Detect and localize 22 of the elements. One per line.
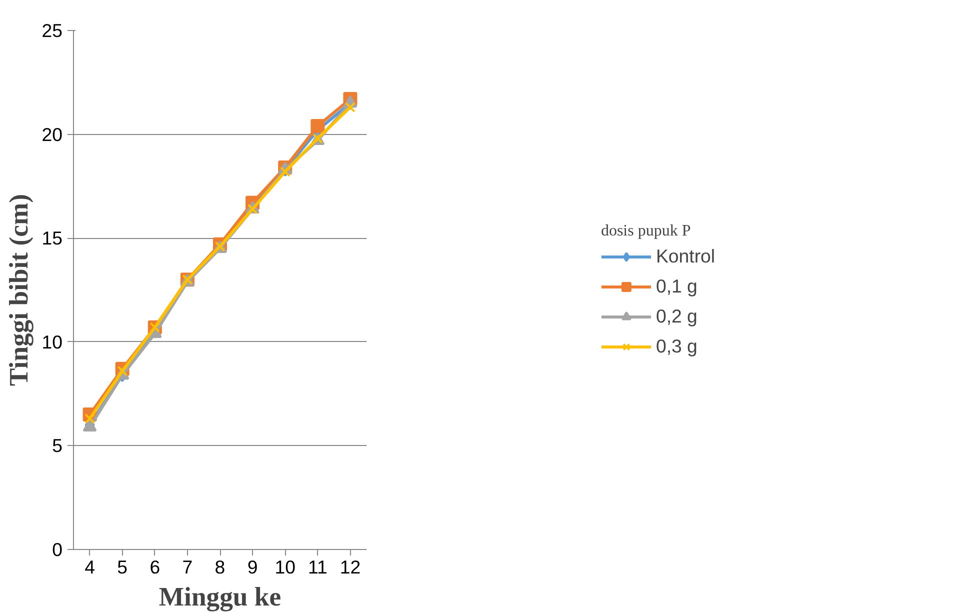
x-tick-label: 5 [117, 556, 128, 578]
x-tick-label: 11 [308, 556, 328, 578]
x-tick-label: 6 [150, 556, 160, 578]
x-tick-label: 7 [182, 556, 193, 578]
y-tick-label: 25 [42, 20, 63, 41]
legend-label: 0,2 g [656, 305, 698, 327]
x-tick-label: 4 [84, 556, 95, 578]
legend-title: dosis pupuk P [600, 222, 692, 240]
x-axis-title: Minggu ke [158, 582, 282, 612]
y-tick-label: 5 [52, 435, 63, 456]
y-tick-label: 0 [52, 539, 63, 560]
y-axis-title: Tinggi bibit (cm) [4, 194, 34, 386]
x-tick-label: 9 [247, 556, 258, 578]
x-tick-label: 10 [274, 556, 296, 578]
legend-label: 0,1 g [656, 275, 698, 297]
legend-label: Kontrol [656, 245, 716, 267]
x-tick-label: 8 [214, 556, 226, 578]
y-tick-label: 15 [42, 228, 63, 249]
y-tick-label: 10 [42, 331, 63, 352]
x-tick-label: 12 [340, 556, 361, 578]
legend-label: 0,3 g [656, 335, 698, 357]
y-tick-label: 20 [42, 124, 63, 145]
